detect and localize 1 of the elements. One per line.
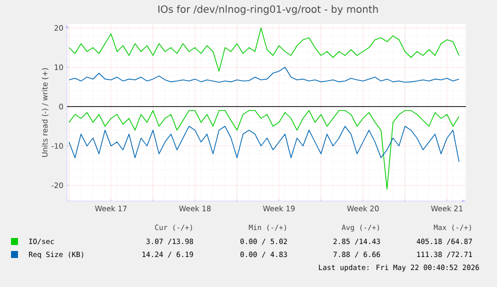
chart-title: IOs for /dev/nlnog-ring01-vg/root - by month bbox=[158, 5, 378, 15]
